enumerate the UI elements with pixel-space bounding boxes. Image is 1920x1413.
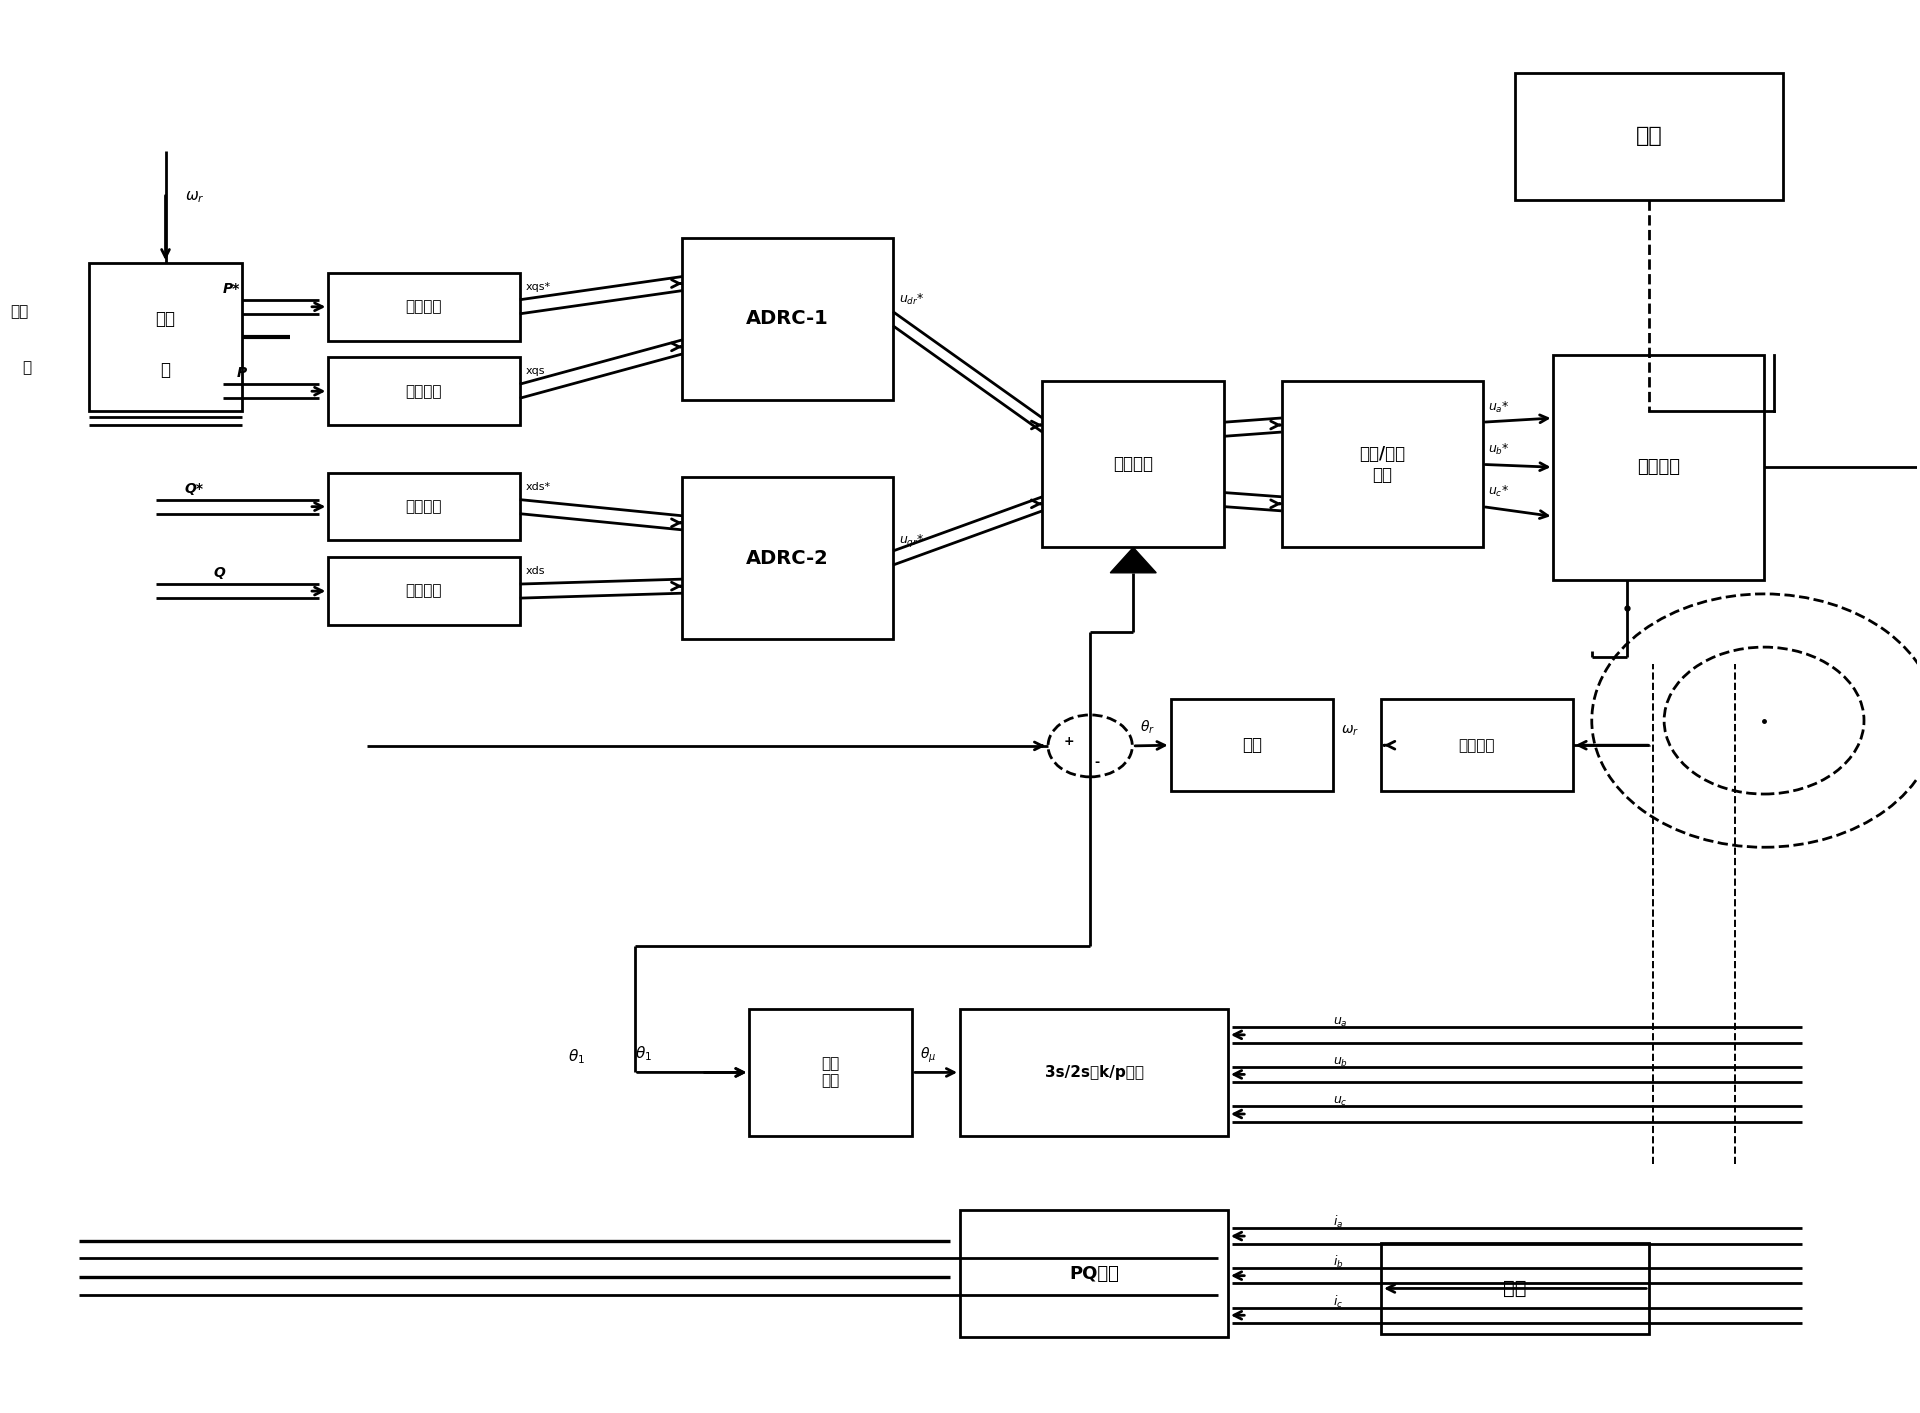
FancyBboxPatch shape — [1380, 699, 1572, 791]
FancyBboxPatch shape — [1553, 355, 1764, 579]
Text: 变流装置: 变流装置 — [1638, 458, 1680, 476]
FancyBboxPatch shape — [1380, 1243, 1649, 1334]
Text: P*: P* — [223, 281, 240, 295]
Text: $u_{dr}$*: $u_{dr}$* — [899, 292, 924, 308]
Text: $i_c$: $i_c$ — [1332, 1293, 1344, 1310]
Text: 比例变换: 比例变换 — [405, 499, 442, 514]
Text: 光电编码: 光电编码 — [1459, 738, 1496, 753]
FancyBboxPatch shape — [960, 1009, 1229, 1136]
Text: $\omega_r$: $\omega_r$ — [1340, 723, 1359, 739]
Text: 旋转变换: 旋转变换 — [1114, 455, 1154, 473]
Text: 风速: 风速 — [156, 311, 175, 328]
Text: $\theta_1$: $\theta_1$ — [634, 1044, 651, 1063]
Text: $u_a$: $u_a$ — [1332, 1016, 1348, 1029]
Text: +: + — [1064, 735, 1075, 747]
Text: $u_c$*: $u_c$* — [1488, 485, 1509, 499]
FancyBboxPatch shape — [328, 557, 520, 625]
Text: 两相/三相
变换: 两相/三相 变换 — [1359, 445, 1405, 483]
FancyBboxPatch shape — [1043, 382, 1225, 547]
FancyBboxPatch shape — [682, 478, 893, 639]
FancyBboxPatch shape — [682, 237, 893, 400]
Text: Q*: Q* — [184, 482, 204, 496]
Text: $u_b$: $u_b$ — [1332, 1056, 1348, 1068]
FancyBboxPatch shape — [1171, 699, 1332, 791]
Text: 电网: 电网 — [1636, 127, 1663, 147]
FancyBboxPatch shape — [88, 263, 242, 411]
Text: $u_{qr}$*: $u_{qr}$* — [899, 531, 924, 548]
Text: Q: Q — [213, 567, 225, 579]
Text: 积分: 积分 — [1242, 736, 1261, 755]
Text: 机: 机 — [21, 360, 31, 376]
Polygon shape — [1110, 547, 1156, 572]
Text: 比例变换: 比例变换 — [405, 300, 442, 314]
Text: 机: 机 — [161, 360, 171, 379]
Text: ADRC-2: ADRC-2 — [747, 548, 829, 568]
Text: ADRC-1: ADRC-1 — [747, 309, 829, 328]
FancyBboxPatch shape — [328, 473, 520, 540]
FancyBboxPatch shape — [328, 273, 520, 341]
Text: 风速: 风速 — [10, 304, 29, 319]
Text: xds: xds — [526, 567, 545, 577]
Text: $i_b$: $i_b$ — [1332, 1253, 1344, 1270]
Text: xds*: xds* — [526, 482, 551, 492]
Text: $\theta_\mu$: $\theta_\mu$ — [920, 1046, 937, 1065]
Text: xqs*: xqs* — [526, 283, 551, 292]
Text: $u_c$: $u_c$ — [1332, 1095, 1348, 1108]
FancyBboxPatch shape — [749, 1009, 912, 1136]
Text: P: P — [236, 366, 246, 380]
Text: $\omega_r$: $\omega_r$ — [184, 189, 204, 205]
Text: xqs: xqs — [526, 366, 545, 376]
Text: $\theta_r$: $\theta_r$ — [1140, 719, 1156, 736]
FancyBboxPatch shape — [328, 357, 520, 425]
Text: 3s/2s、k/p变换: 3s/2s、k/p变换 — [1044, 1065, 1144, 1080]
FancyBboxPatch shape — [960, 1211, 1229, 1337]
Text: $i_a$: $i_a$ — [1332, 1214, 1344, 1231]
FancyBboxPatch shape — [1283, 382, 1482, 547]
Text: $u_a$*: $u_a$* — [1488, 400, 1509, 415]
FancyBboxPatch shape — [1515, 73, 1784, 199]
Text: 角度
变换: 角度 变换 — [822, 1057, 839, 1088]
Text: 电网: 电网 — [1503, 1279, 1526, 1299]
Text: 比例变换: 比例变换 — [405, 384, 442, 398]
Text: PQ计算: PQ计算 — [1069, 1265, 1119, 1283]
Text: $\theta_1$: $\theta_1$ — [568, 1047, 584, 1065]
Text: 比例变换: 比例变换 — [405, 584, 442, 599]
Text: -: - — [1094, 756, 1098, 770]
Text: $u_b$*: $u_b$* — [1488, 442, 1511, 458]
